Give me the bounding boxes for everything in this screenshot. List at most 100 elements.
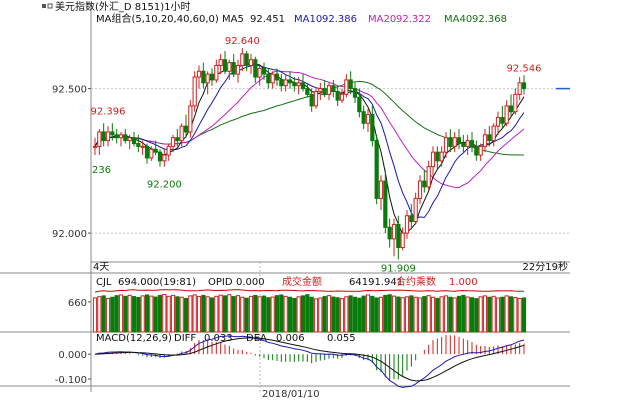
- candle-up: [97, 131, 102, 147]
- macd-legend-item: 0.033: [204, 333, 233, 344]
- volume-bar-up: [105, 297, 111, 333]
- candle-up: [205, 73, 210, 84]
- volume-bar-up: [248, 295, 254, 333]
- candle-down: [253, 59, 258, 78]
- price-annotation: 92.546: [507, 63, 542, 74]
- candle-up: [313, 90, 319, 107]
- candle-up: [344, 79, 349, 95]
- ma-legend-label: MA20: [368, 14, 396, 25]
- volume-bar-down: [335, 297, 340, 333]
- left-caption: 4天: [93, 262, 109, 273]
- macd-ytick-label: -0.100: [55, 375, 87, 386]
- volume-bar-down: [253, 294, 258, 333]
- candle-up: [283, 79, 288, 87]
- ma-legend-label: MA40: [444, 14, 472, 25]
- price-annotation: 236: [92, 165, 111, 176]
- x-axis-date-label: 2018/01/10: [262, 389, 320, 400]
- volume-bar-up: [188, 295, 193, 333]
- candle-down: [266, 73, 271, 84]
- volume-bar-down: [144, 294, 150, 333]
- volume-bar-up: [344, 296, 349, 333]
- candle-down: [274, 73, 280, 81]
- volume-bar-up: [179, 296, 184, 333]
- candle-down: [144, 145, 150, 159]
- candle-down: [448, 137, 453, 147]
- candle-up: [235, 64, 241, 75]
- macd-ytick-label: 0.000: [58, 350, 87, 361]
- volume-bar-down: [487, 296, 492, 333]
- volume-legend-item: 64191.941: [349, 277, 403, 288]
- volume-bar-up: [426, 295, 431, 333]
- volume-bar-up: [482, 295, 488, 333]
- candle-down: [123, 134, 128, 142]
- candle-down: [175, 137, 180, 142]
- candle-down: [300, 82, 306, 90]
- volume-bar-up: [413, 296, 418, 333]
- candle-down: [352, 88, 358, 98]
- candle-up: [482, 134, 488, 147]
- volume-bar-down: [374, 297, 379, 333]
- volume-bar-down: [409, 295, 414, 333]
- candle-up: [196, 70, 202, 78]
- volume-bar-up: [205, 296, 210, 333]
- candle-down: [361, 111, 366, 124]
- ma5-line: [94, 63, 525, 236]
- candle-down: [231, 62, 236, 75]
- candle-up: [240, 53, 245, 66]
- candle-up: [439, 151, 444, 162]
- candle-down: [456, 137, 462, 145]
- ma-legend-title: MA组合(5,10,20,40,60,0): [96, 12, 219, 25]
- volume-bar-up: [495, 297, 501, 333]
- volume-bar-down: [352, 296, 358, 333]
- candle-down: [157, 151, 163, 162]
- volume-bar-down: [136, 296, 141, 333]
- candle-up: [248, 59, 254, 66]
- candle-up: [504, 105, 509, 124]
- volume-legend-item: 合约乘数: [396, 275, 436, 288]
- volume-bar-up: [149, 295, 154, 333]
- volume-bar-down: [357, 297, 362, 333]
- candle-down: [292, 82, 297, 87]
- volume-bar-up: [162, 293, 167, 333]
- volume-bar-down: [456, 295, 462, 333]
- candle-up: [400, 232, 405, 249]
- candle-down: [309, 93, 314, 107]
- volume-bar-down: [274, 295, 280, 333]
- candle-down: [153, 148, 158, 153]
- candle-up: [430, 151, 436, 168]
- volume-bar-down: [131, 296, 137, 333]
- volume-bar-down: [231, 296, 236, 333]
- volume-bar-up: [140, 295, 145, 333]
- price-annotation: 92.200: [147, 179, 182, 190]
- candle-down: [322, 88, 327, 95]
- volume-bar-up: [127, 294, 132, 333]
- volume-bar-up: [218, 294, 223, 333]
- candle-down: [131, 137, 137, 145]
- candle-down: [136, 143, 141, 147]
- volume-bar-up: [270, 296, 275, 333]
- candle-up: [404, 215, 410, 234]
- volume-bar-up: [227, 294, 232, 333]
- candle-up: [192, 76, 197, 107]
- ma-legend-label: MA5: [222, 14, 244, 25]
- volume-bar-down: [448, 296, 453, 333]
- candle-up: [513, 93, 518, 113]
- candle-up: [257, 67, 262, 78]
- candle-down: [474, 145, 479, 156]
- chart-title: 美元指数(外汇_D 8151)1小时: [55, 0, 191, 13]
- volume-bar-up: [339, 298, 345, 333]
- price-annotation: 92.640: [225, 36, 260, 47]
- candle-down: [370, 114, 375, 142]
- macd-legend-item: MACD(12,26,9): [96, 333, 172, 344]
- volume-bar-up: [365, 294, 371, 333]
- candle-down: [261, 67, 267, 75]
- volume-bar-down: [461, 294, 466, 333]
- candle-up: [214, 64, 219, 81]
- candle-up: [391, 223, 397, 240]
- ma-legend-value: 92.451: [250, 14, 285, 25]
- candle-down: [209, 73, 215, 81]
- candle-up: [318, 88, 323, 92]
- candle-down: [521, 82, 527, 90]
- volume-bar-down: [500, 296, 505, 333]
- candle-up: [495, 116, 501, 127]
